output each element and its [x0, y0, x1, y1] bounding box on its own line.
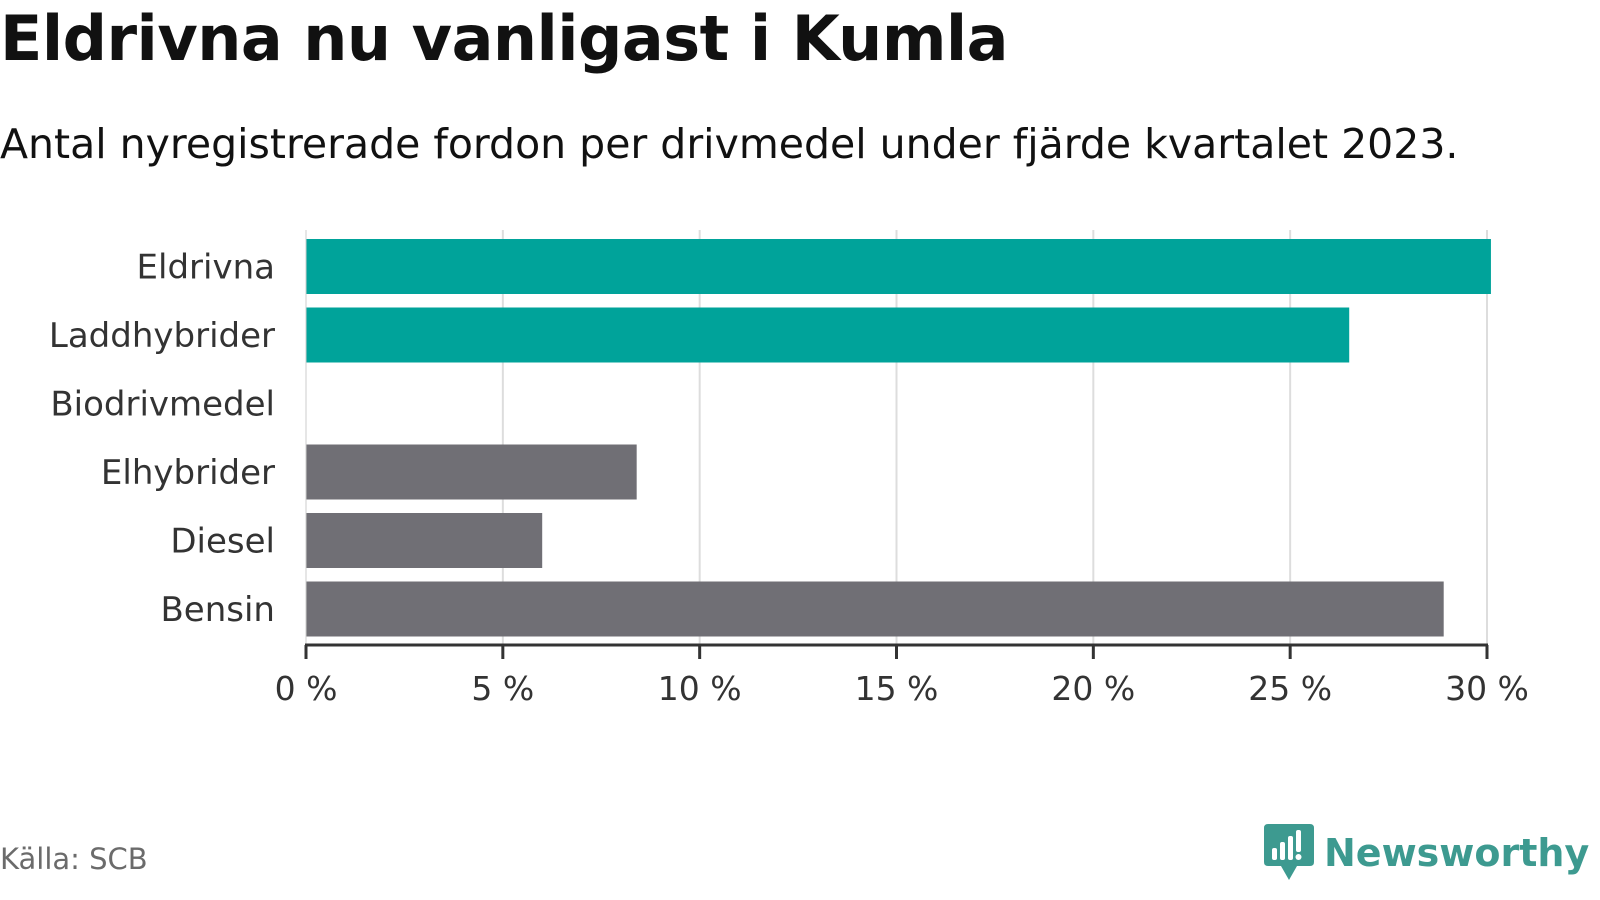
x-tick-label: 25 %	[1248, 669, 1332, 708]
x-tick-label: 15 %	[855, 669, 939, 708]
x-tick-label: 10 %	[658, 669, 742, 708]
gridlines	[501, 230, 1488, 645]
chart-subtitle: Antal nyregistrerade fordon per drivmede…	[0, 120, 1459, 168]
bar-laddhybrider	[306, 307, 1350, 363]
x-tick-label: 5 %	[471, 669, 534, 708]
bar-eldrivna	[306, 239, 1491, 294]
x-tick-label: 30 %	[1445, 669, 1529, 708]
category-labels: Eldrivna Laddhybrider Biodrivmedel Elhybrid…	[49, 248, 275, 631]
category-label: Laddhybrider	[49, 316, 275, 356]
brand-name: Newsworthy	[1324, 831, 1590, 875]
category-label: Eldrivna	[137, 248, 275, 288]
x-tick-label: 0 %	[275, 669, 338, 708]
newsworthy-logo-icon	[1264, 824, 1314, 880]
category-label: Bensin	[160, 590, 275, 630]
x-tick-label: 20 %	[1051, 669, 1135, 708]
bar-chart: Eldrivna Laddhybrider Biodrivmedel Elhybrid…	[49, 230, 1529, 708]
category-label: Elhybrider	[101, 453, 275, 493]
chart-title: Eldrivna nu vanligast i Kumla	[0, 2, 1009, 75]
bar-diesel	[306, 513, 543, 568]
bars	[306, 239, 1491, 637]
source-note: Källa: SCB	[0, 842, 148, 876]
newsworthy-brand: Newsworthy	[1264, 820, 1589, 886]
bar-elhybrider	[306, 444, 637, 500]
category-label: Diesel	[170, 522, 275, 562]
category-label: Biodrivmedel	[50, 385, 275, 425]
x-axis: 0 % 5 % 10 % 15 % 20 % 25 % 30 %	[275, 230, 1529, 708]
bar-bensin	[306, 581, 1444, 637]
